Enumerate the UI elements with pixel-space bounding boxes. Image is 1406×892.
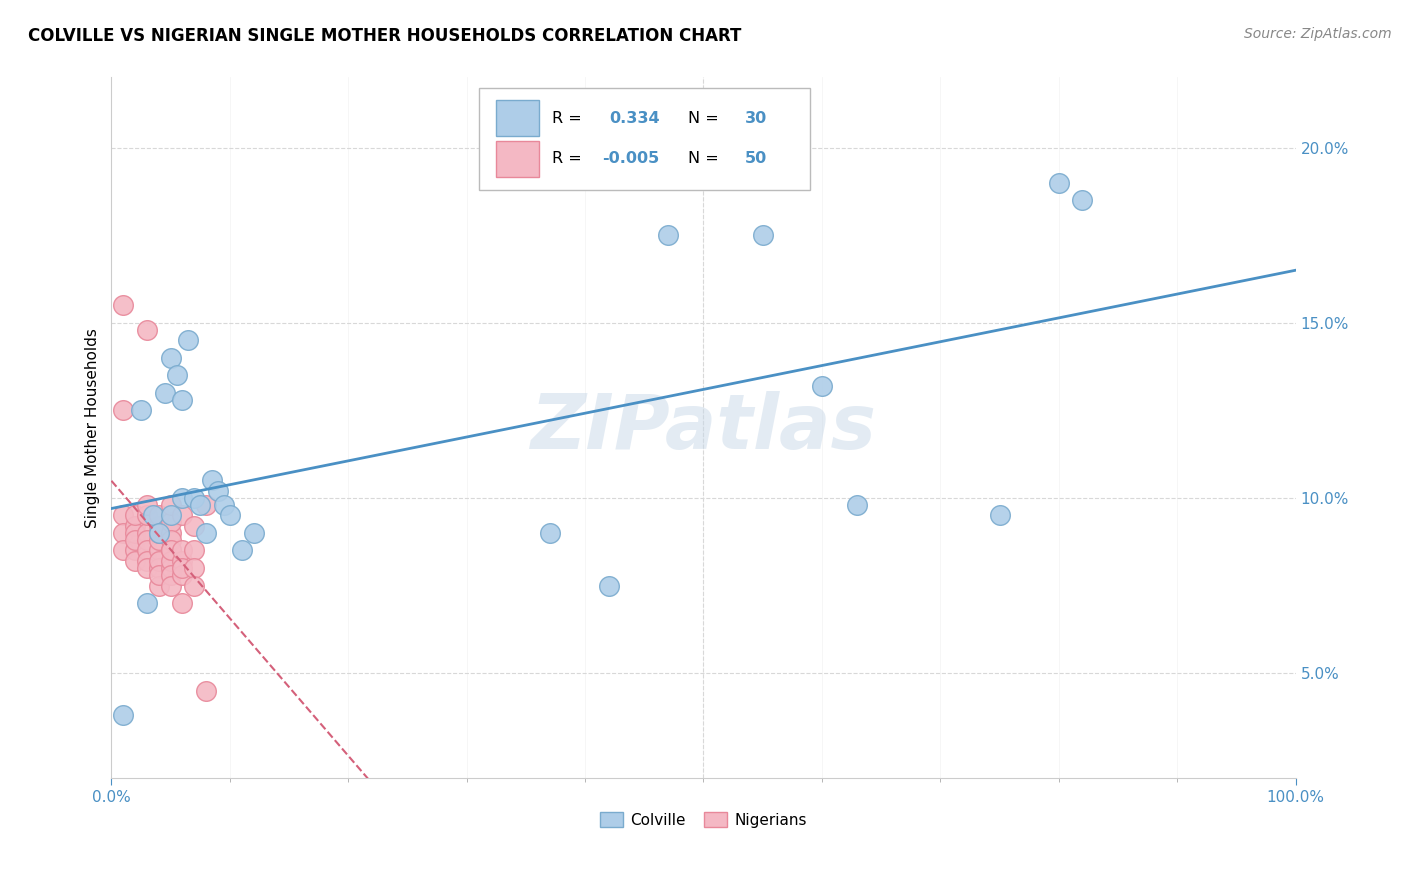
Point [159, 533, 181, 547]
Point [188, 498, 211, 512]
Point [153, 385, 176, 400]
Point [136, 525, 159, 540]
Point [172, 554, 194, 568]
Point [172, 392, 194, 407]
Text: Source: ZipAtlas.com: Source: ZipAtlas.com [1244, 27, 1392, 41]
Point [148, 554, 170, 568]
Point [172, 543, 194, 558]
Point [212, 498, 235, 512]
Point [148, 519, 170, 533]
Point [195, 498, 218, 512]
Point [846, 498, 869, 512]
Point [148, 578, 170, 592]
Point [124, 508, 146, 523]
FancyBboxPatch shape [496, 141, 538, 177]
Point [207, 483, 229, 498]
Point [218, 508, 240, 523]
Point [538, 525, 561, 540]
Point [183, 491, 205, 505]
Point [172, 508, 194, 523]
Point [1047, 176, 1070, 190]
Point [159, 351, 181, 365]
Point [172, 568, 194, 582]
Point [148, 525, 170, 540]
Text: 50: 50 [745, 152, 768, 166]
Point [159, 554, 181, 568]
Point [136, 533, 159, 547]
Point [159, 568, 181, 582]
Point [136, 561, 159, 575]
Point [159, 525, 181, 540]
Point [148, 561, 170, 575]
Point [124, 519, 146, 533]
Point [183, 561, 205, 575]
Point [657, 228, 679, 243]
Point [136, 323, 159, 337]
Point [811, 378, 834, 392]
Text: N =: N = [688, 111, 718, 126]
Point [159, 543, 181, 558]
Point [112, 543, 135, 558]
Point [172, 561, 194, 575]
Text: ZIPatlas: ZIPatlas [530, 391, 876, 465]
Text: N =: N = [688, 152, 718, 166]
Point [177, 333, 200, 347]
Point [142, 508, 165, 523]
Text: COLVILLE VS NIGERIAN SINGLE MOTHER HOUSEHOLDS CORRELATION CHART: COLVILLE VS NIGERIAN SINGLE MOTHER HOUSE… [28, 27, 741, 45]
Point [148, 543, 170, 558]
Point [136, 596, 159, 610]
Point [112, 525, 135, 540]
Point [988, 508, 1011, 523]
Text: R =: R = [553, 152, 582, 166]
Point [112, 298, 135, 312]
Point [751, 228, 773, 243]
Point [136, 554, 159, 568]
Point [124, 533, 146, 547]
Point [159, 578, 181, 592]
Point [183, 578, 205, 592]
Point [148, 525, 170, 540]
Point [195, 683, 218, 698]
Point [183, 519, 205, 533]
Point [242, 525, 264, 540]
Legend: Colville, Nigerians: Colville, Nigerians [593, 805, 813, 834]
Point [183, 543, 205, 558]
Point [124, 525, 146, 540]
Point [172, 596, 194, 610]
Point [159, 508, 181, 523]
Point [159, 498, 181, 512]
Point [231, 543, 253, 558]
Point [598, 578, 620, 592]
Text: 30: 30 [745, 111, 768, 126]
Point [159, 543, 181, 558]
Point [195, 525, 218, 540]
Text: 0.334: 0.334 [609, 111, 659, 126]
Point [136, 498, 159, 512]
Text: -0.005: -0.005 [602, 152, 659, 166]
Point [148, 508, 170, 523]
Point [159, 561, 181, 575]
Point [124, 543, 146, 558]
FancyBboxPatch shape [496, 100, 538, 136]
Text: R =: R = [553, 111, 582, 126]
Point [148, 568, 170, 582]
Point [148, 533, 170, 547]
Point [112, 508, 135, 523]
Y-axis label: Single Mother Households: Single Mother Households [86, 328, 100, 528]
Point [136, 508, 159, 523]
FancyBboxPatch shape [478, 88, 810, 190]
Point [124, 554, 146, 568]
Point [112, 403, 135, 417]
Point [172, 491, 194, 505]
Point [1071, 193, 1094, 207]
Point [112, 708, 135, 723]
Point [159, 516, 181, 530]
Point [166, 368, 188, 383]
Point [129, 403, 152, 417]
Point [201, 474, 224, 488]
Point [136, 543, 159, 558]
